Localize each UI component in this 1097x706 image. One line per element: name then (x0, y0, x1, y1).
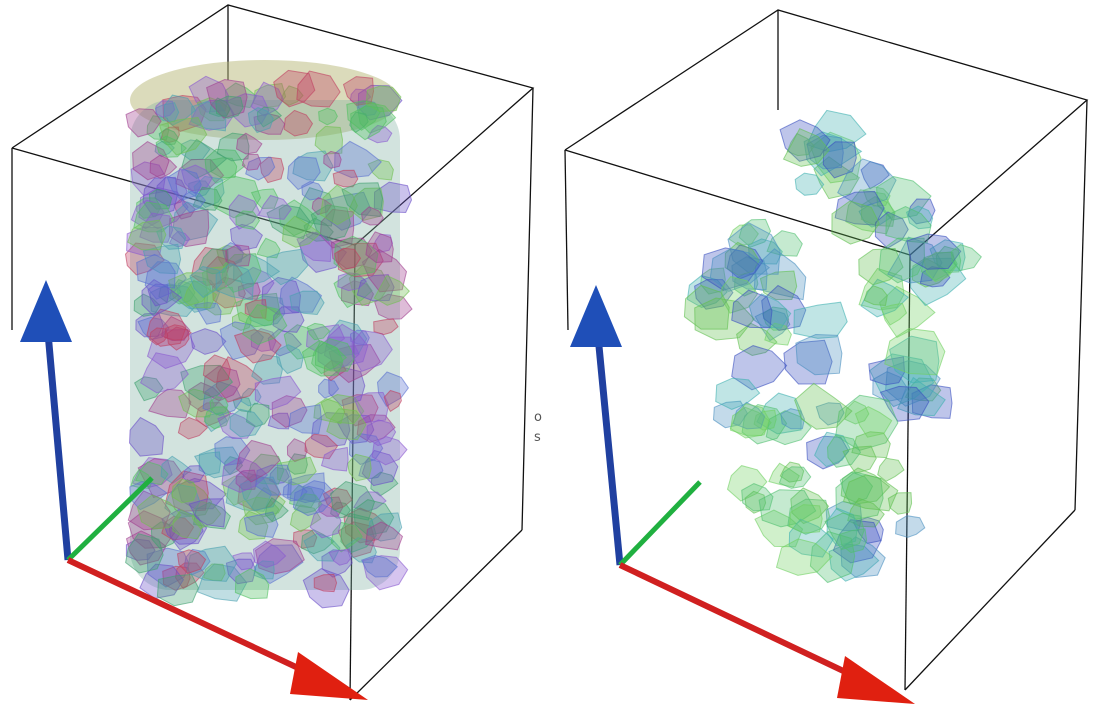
z-axis (46, 310, 68, 560)
grain-cluster (126, 60, 413, 608)
caption-fragment: s (534, 430, 541, 445)
grain (878, 458, 904, 481)
grain (314, 574, 336, 591)
z-arrowhead (570, 285, 622, 347)
z-axis (596, 315, 620, 565)
grain (157, 574, 198, 605)
grain (896, 516, 925, 538)
x-arrowhead (837, 656, 915, 704)
grain (226, 245, 251, 266)
grain (333, 170, 358, 187)
z-arrowhead (20, 280, 72, 342)
grain-cluster (684, 110, 981, 582)
figure: o s (0, 0, 1097, 706)
x-arrowhead (290, 652, 368, 700)
y-axis (620, 482, 700, 565)
x-axis (620, 565, 875, 686)
right-panel (565, 10, 1087, 690)
grain (885, 329, 945, 375)
grain (324, 151, 342, 168)
grain (216, 96, 243, 118)
left-panel (12, 5, 533, 700)
caption-fragment: o (534, 410, 542, 425)
